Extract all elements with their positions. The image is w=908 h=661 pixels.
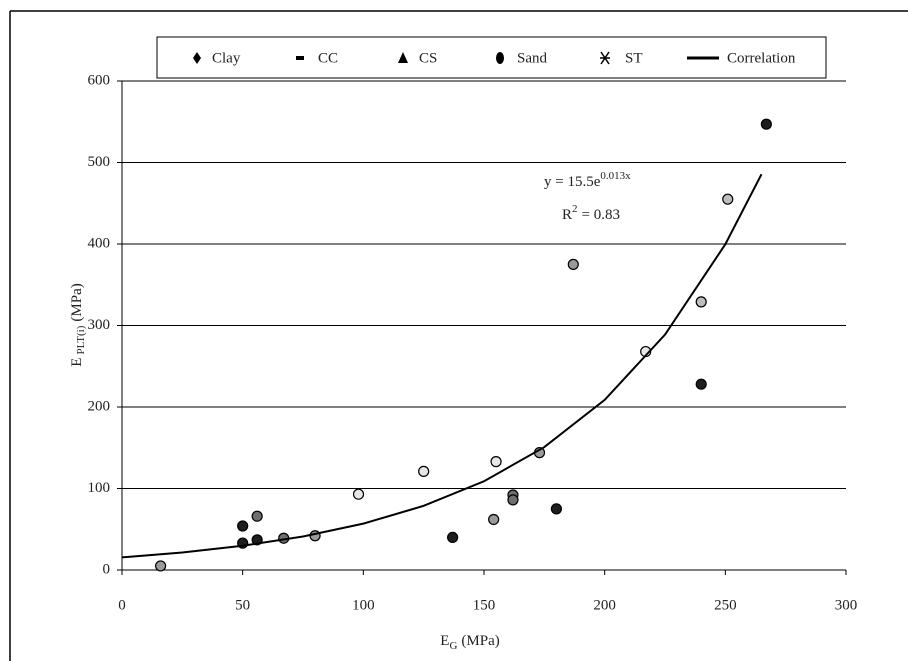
legend-label: Sand [517, 50, 548, 66]
legend-symbol [600, 51, 610, 65]
x-tick-label: 0 [118, 597, 126, 613]
x-tick-label: 150 [473, 597, 496, 613]
data-point [352, 488, 365, 500]
y-tick-label: 100 [88, 480, 111, 496]
legend-symbol [398, 52, 408, 63]
data-point [760, 118, 772, 130]
legend-label: Clay [212, 50, 241, 66]
y-label-main: E [69, 358, 85, 367]
x-label-unit: (MPa) [461, 633, 499, 649]
data-point [490, 456, 502, 468]
x-label-sub: G [449, 640, 457, 652]
data-point [155, 560, 167, 572]
x-tick-label: 250 [714, 597, 737, 613]
legend-symbol [496, 52, 504, 64]
y-tick-label: 200 [88, 398, 111, 414]
equation-exponent: 0.013x [600, 170, 631, 182]
y-tick-label: 400 [88, 235, 111, 251]
data-point [237, 520, 249, 532]
data-point [695, 296, 707, 308]
x-tick-label: 200 [593, 597, 616, 613]
y-tick-label: 300 [88, 317, 111, 333]
legend-label: CC [318, 50, 338, 66]
x-tick-label: 300 [835, 597, 858, 613]
legend-symbol [296, 56, 304, 60]
legend-symbol [193, 52, 201, 64]
data-point [567, 258, 579, 270]
data-point [722, 193, 734, 205]
y-tick-label: 600 [88, 72, 111, 88]
y-axis-label: E PLT(i) (MPa) [69, 283, 86, 366]
data-point [447, 531, 459, 544]
legend-label: Correlation [727, 50, 796, 66]
data-point [418, 465, 430, 477]
y-tick-label: 500 [88, 154, 111, 170]
correlation-line [121, 173, 763, 559]
equation: y = 15.5e0.013x [544, 170, 631, 191]
x-tick-label: 100 [352, 597, 375, 613]
data-point [251, 510, 263, 522]
r-squared-sup: 2 [572, 203, 578, 215]
y-tick-label: 0 [103, 561, 111, 577]
y-label-sub: PLT(i) [75, 325, 87, 354]
legend-label: CS [419, 50, 437, 66]
x-axis-label: EG (MPa) [440, 633, 499, 651]
equation-text: y = 15.5e [544, 174, 601, 190]
legend-label: ST [625, 50, 643, 66]
r-squared-text: R [562, 207, 572, 223]
legend-box [156, 36, 827, 79]
data-point [488, 513, 500, 526]
x-label-main: E [440, 633, 449, 649]
y-label-unit: (MPa) [69, 283, 85, 321]
r-squared-value: = 0.83 [582, 207, 620, 223]
data-point [507, 494, 519, 506]
data-point [550, 503, 563, 515]
r-squared: R2 = 0.83 [562, 203, 620, 224]
x-tick-label: 50 [235, 597, 250, 613]
data-point [695, 378, 707, 390]
